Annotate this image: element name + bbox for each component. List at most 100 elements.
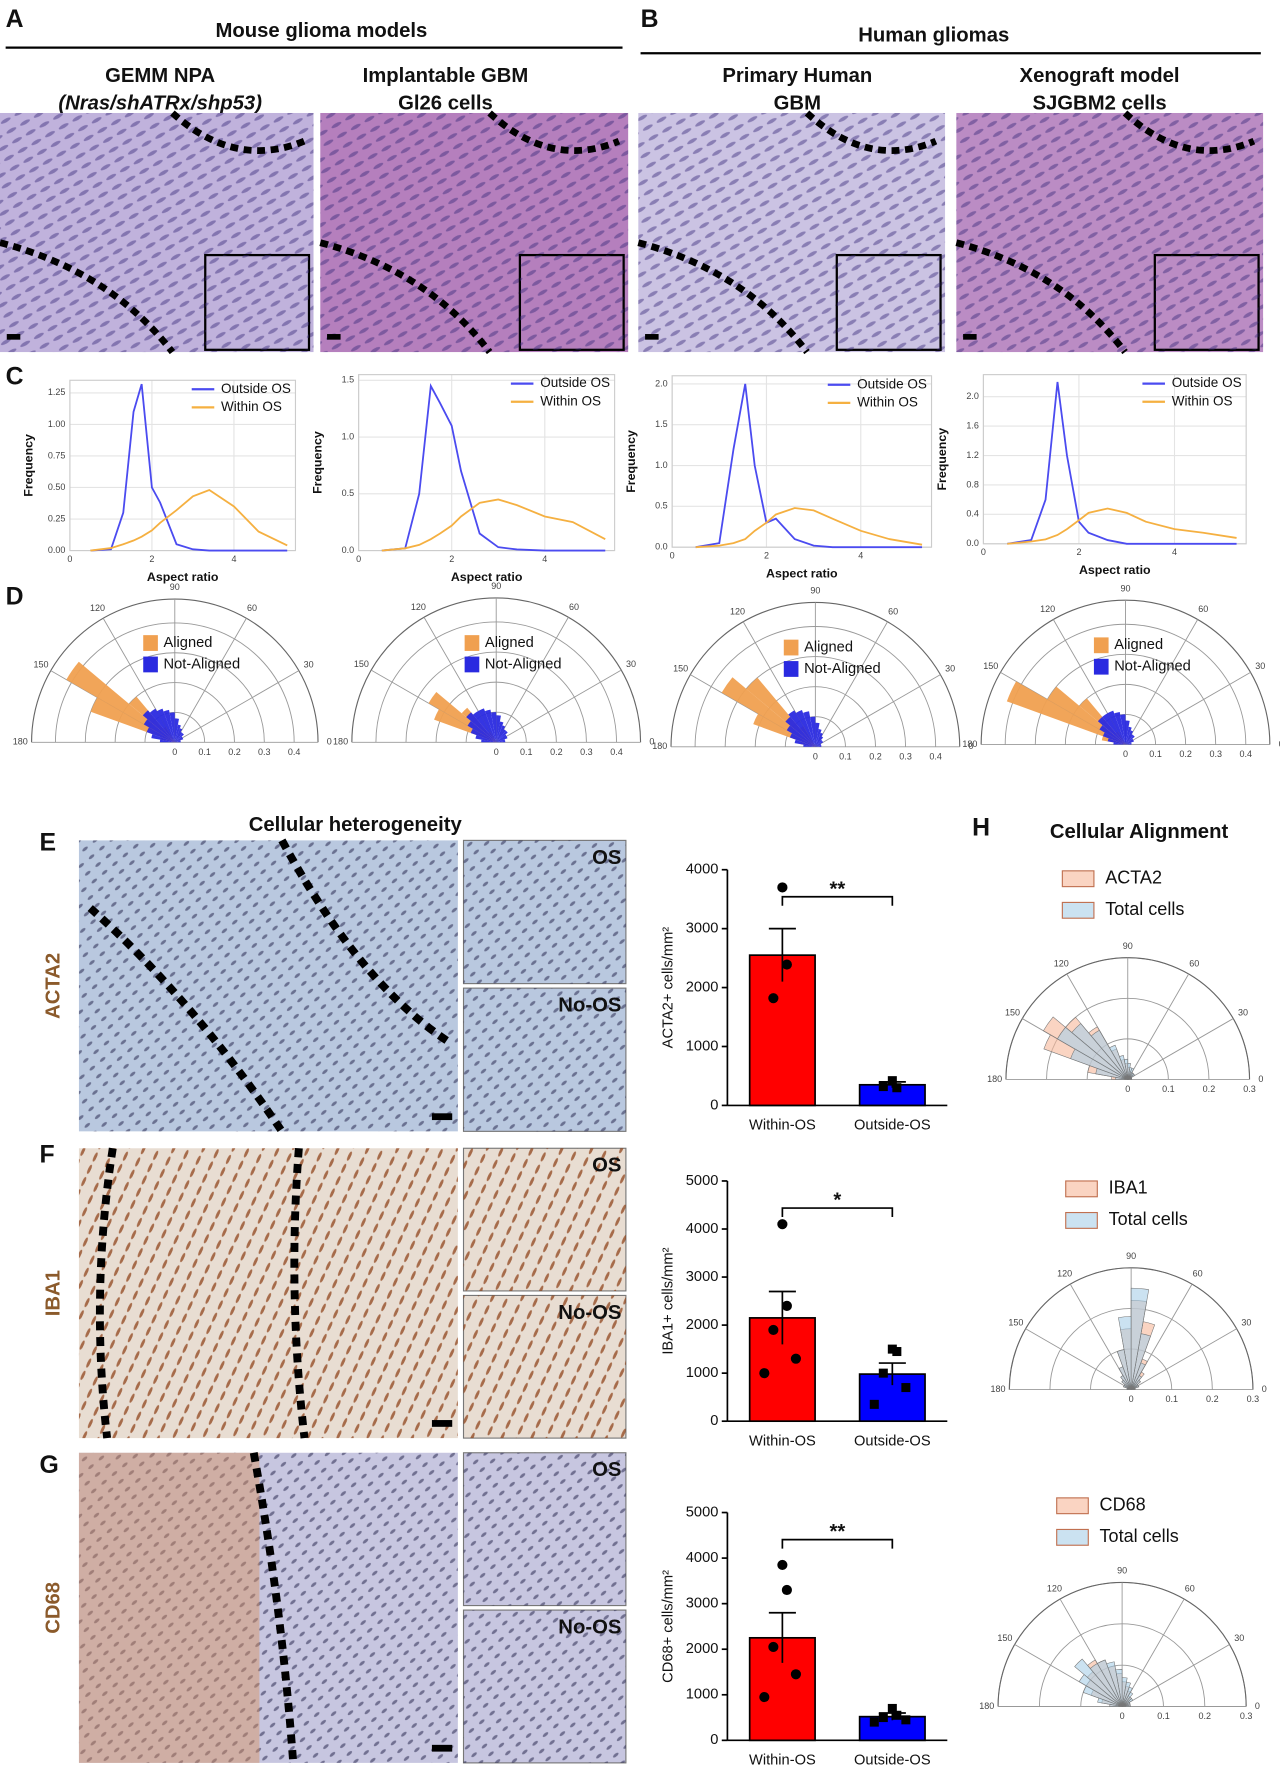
ihc-stain (78, 1452, 260, 1763)
y-axis-label: CD68+ cells/mm² (661, 1570, 677, 1683)
os-boundary (319, 239, 493, 355)
y-tick-label: 1000 (686, 1038, 719, 1054)
r-tick-label: 0.4 (288, 747, 301, 757)
polar-bar (174, 736, 183, 743)
theta-tick-label: 0 (1258, 1074, 1263, 1084)
theta-tick-label: 90 (1117, 1566, 1127, 1576)
legend-label: Within OS (1172, 393, 1233, 408)
legend-swatch (1056, 1497, 1089, 1515)
inset-texture (836, 255, 941, 350)
legend-swatch (143, 656, 158, 673)
polar-bar (159, 739, 175, 743)
x-axis-label: Aspect ratio (766, 567, 838, 581)
r-tick-label: 0.2 (1179, 749, 1192, 759)
y-tick-label: 2.0 (966, 391, 979, 401)
polar-bar (1102, 732, 1126, 745)
polar-bar (815, 728, 822, 747)
data-point (759, 1691, 770, 1703)
legend-label: Outside OS (221, 381, 291, 396)
os-boundary (278, 838, 454, 1047)
theta-tick-label: 180 (333, 737, 348, 747)
column-title: Xenograft model (1020, 65, 1180, 87)
polar-bar (1078, 1674, 1123, 1707)
theta-tick-label: 150 (1005, 1007, 1020, 1017)
inset-label: OS (592, 1155, 621, 1177)
theta-tick-label: 0 (968, 741, 973, 751)
stain-label: CD68 (42, 1582, 64, 1634)
theta-tick-label: 0 (649, 737, 654, 747)
density-line (1007, 507, 1237, 545)
legend-swatch (1065, 1211, 1098, 1229)
inset-texture (463, 1610, 626, 1763)
theta-tick-label: 90 (170, 582, 180, 592)
grid-spoke (1127, 973, 1190, 1080)
grid-spoke (370, 669, 497, 743)
y-tick-label: 4000 (686, 862, 719, 878)
polar-bar (1125, 730, 1134, 745)
grid-spoke (690, 674, 816, 748)
polar-bar (1006, 681, 1126, 745)
data-point (887, 1076, 897, 1086)
polar-bar (1121, 1379, 1132, 1390)
legend-label: Aligned (485, 635, 534, 651)
legend-swatch (783, 661, 799, 677)
data-point (777, 1559, 788, 1571)
polar-bar (1097, 1697, 1123, 1707)
panel-label: B (641, 6, 659, 33)
polar-bar (815, 722, 820, 747)
x-tick-label: 2 (149, 554, 154, 564)
legend-swatch (1093, 658, 1109, 675)
r-tick-label: 0.2 (228, 747, 241, 757)
data-point (768, 1324, 779, 1335)
section-title: Cellular Alignment (1050, 821, 1229, 843)
polar-bar (1125, 743, 1132, 745)
legend-label: Outside OS (1172, 375, 1242, 390)
legend-label: Total cells (1105, 899, 1184, 919)
legend-label: Aligned (1114, 637, 1163, 653)
grid-spoke (1125, 671, 1251, 745)
significance-bracket (781, 895, 894, 906)
polar-bar (810, 716, 816, 747)
theta-tick-label: 60 (569, 602, 579, 612)
polar-bar (815, 741, 824, 747)
theta-tick-label: 120 (1057, 1269, 1072, 1279)
density-line (695, 507, 923, 549)
grid-spoke (1121, 1644, 1230, 1707)
legend-label: Within OS (221, 399, 282, 414)
legend-swatch (1056, 1528, 1089, 1546)
polar-bar (174, 733, 184, 743)
plot-frame (671, 375, 933, 548)
y-axis-label: ACTA2+ cells/mm² (661, 927, 677, 1049)
polar-bar (472, 711, 497, 743)
y-axis-label: Frequency (310, 431, 324, 494)
data-point (790, 1353, 801, 1364)
density-line (695, 383, 923, 549)
y-tick-label: 2000 (686, 1317, 719, 1333)
polar-bar (151, 734, 175, 743)
theta-tick-label: 30 (1255, 661, 1265, 671)
polar-bar (803, 744, 816, 747)
y-tick-label: 1.5 (655, 419, 668, 429)
theta-tick-label: 90 (1123, 941, 1133, 951)
scale-bar (431, 1420, 453, 1427)
grid-spoke (814, 621, 888, 748)
x-tick-label: Within-OS (749, 1753, 816, 1769)
y-tick-label: 0.50 (48, 482, 66, 492)
polar-bar (1107, 710, 1126, 745)
r-tick-label: 0.1 (520, 747, 533, 757)
stain-label: ACTA2 (42, 953, 64, 1019)
data-point (892, 1347, 902, 1357)
polar-bar (789, 733, 816, 747)
polar-bar (174, 741, 181, 743)
grid-spoke (495, 617, 569, 743)
significance-bracket (781, 1538, 894, 1549)
polar-bar (496, 725, 506, 743)
polar-bar (1109, 1704, 1123, 1707)
grid-spoke (1125, 619, 1199, 745)
data-point (781, 1300, 792, 1311)
r-tick-label: 0.2 (869, 751, 882, 761)
x-tick-label: 0 (356, 554, 361, 564)
r-tick-label: 0 (1129, 1394, 1134, 1404)
polar-bar (146, 727, 175, 743)
polar-bar (496, 740, 506, 743)
